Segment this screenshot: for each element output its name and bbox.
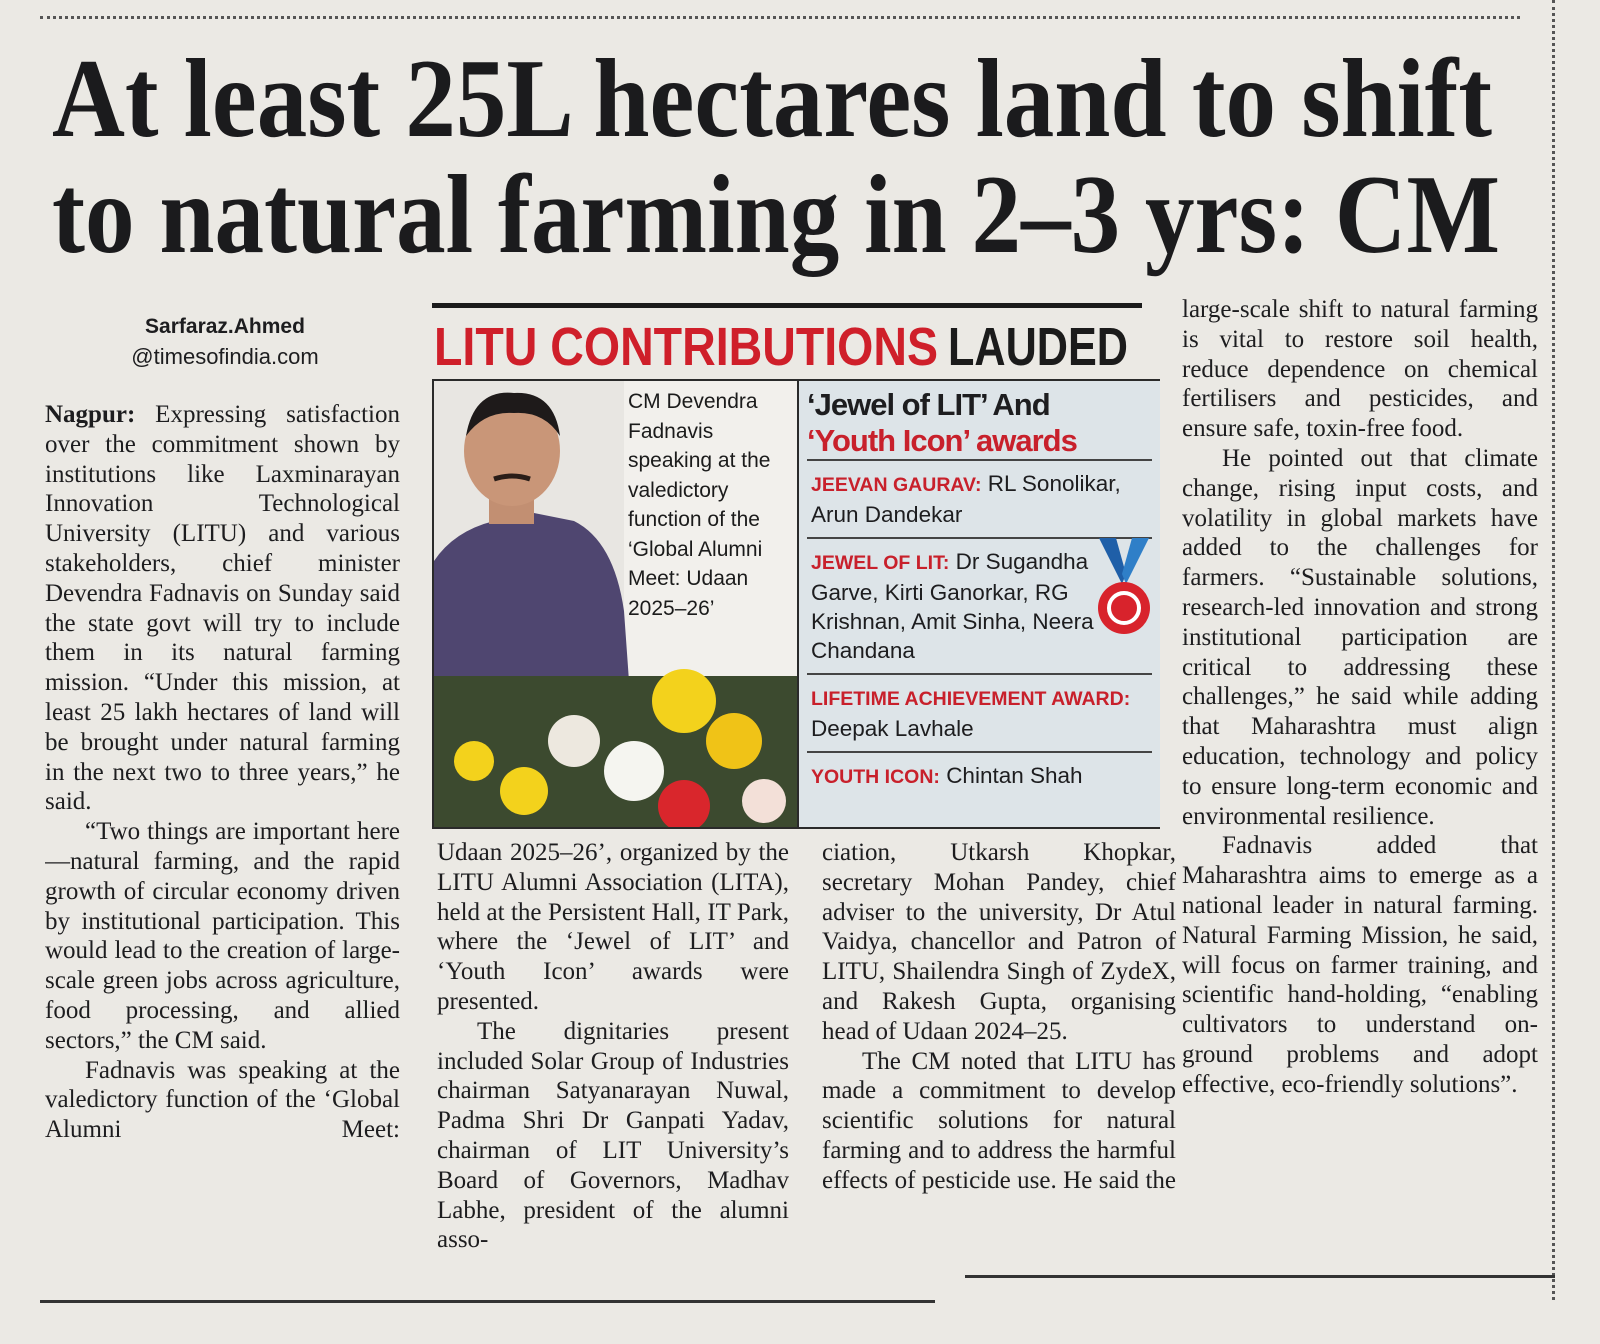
award-label: JEEVAN GAURAV: (811, 474, 982, 496)
paragraph: large-scale shift to natural farming is … (1182, 295, 1538, 444)
byline-handle: @timesofindia.com (131, 344, 319, 369)
paragraph: The dignitaries present included Solar G… (437, 1017, 789, 1255)
awards-heading-line: ‘Jewel of LIT’ And (807, 387, 1051, 422)
byline: Sarfaraz.Ahmed @timesofindia.com (95, 312, 355, 372)
award-names: Deepak Lavhale (811, 716, 974, 741)
paragraph-text: “Two things are important here—natural f… (45, 818, 400, 1054)
sidebar-title: LITU CONTRIBUTIONS LAUDED (434, 317, 1128, 375)
award: YOUTH ICON: Chintan Shah (807, 751, 1152, 800)
column: ciation, Utkarsh Khopkar, secretary Moha… (822, 838, 1176, 1278)
award-label: JEWEL OF LIT: (811, 552, 950, 574)
paragraph: The CM noted that LITU has made a commit… (822, 1047, 1176, 1196)
paragraph-text: Udaan 2025–26’, organized by the LITU Al… (437, 839, 789, 1015)
headline: At least 25L hectares land to shift to n… (52, 37, 1500, 277)
award-names: Chintan Shah (946, 763, 1083, 788)
sidebar-title-red: LITU CONTRIBUTIONS (434, 317, 938, 375)
sidebar-title-black: LAUDED (948, 317, 1128, 375)
awards-heading-line: ‘Youth Icon’ awards (807, 423, 1078, 458)
paragraph: He pointed out that climate change, risi… (1182, 444, 1538, 831)
paragraph-text: Expressing satisfaction over the commitm… (45, 401, 400, 816)
paragraph-text: He pointed out that climate change, risi… (1182, 444, 1538, 830)
award-label: YOUTH ICON: (811, 766, 940, 788)
paragraph: Fadnavis was speaking at the valedictory… (45, 1056, 400, 1145)
column: Nagpur: Expressing satisfaction over the… (45, 400, 400, 1295)
headline-line: At least 25L hectares land to shift (52, 37, 1492, 161)
awards-panel: ‘Jewel of LIT’ And ‘Youth Icon’ awards J… (797, 381, 1160, 827)
bottom-rule (965, 1275, 1555, 1278)
paragraph-text: large-scale shift to natural farming is … (1182, 296, 1538, 443)
paragraph-text: The dignitaries present included Solar G… (437, 1017, 789, 1254)
paragraph: Fadnavis added that Maharashtra aims to … (1182, 831, 1538, 1099)
sidebar-frame: CM Devendra Fadnavis speaking at the val… (432, 379, 1160, 829)
dateline: Nagpur: (45, 401, 136, 428)
bottom-rule (40, 1300, 935, 1303)
award-names: Dr Sugandha Garve, Kirti Ganorkar, RG Kr… (811, 549, 1094, 663)
top-rule (40, 16, 1520, 19)
paragraph: “Two things are important here—natural f… (45, 817, 400, 1055)
photo (434, 381, 797, 827)
award-label: LIFETIME ACHIEVEMENT AWARD: (811, 688, 1131, 710)
byline-name: Sarfaraz.Ahmed (145, 315, 305, 338)
sidebar-rule (432, 303, 1142, 308)
paragraph-text: The CM noted that LITU has made a commit… (822, 1047, 1176, 1194)
paragraph: Udaan 2025–26’, organized by the LITU Al… (437, 838, 789, 1017)
sidebar: LITU CONTRIBUTIONS LAUDED CM Devendra Fa… (432, 303, 1160, 829)
paragraph: Nagpur: Expressing satisfaction over the… (45, 400, 400, 817)
paragraph-text: ciation, Utkarsh Khopkar, secretary Moha… (822, 839, 1176, 1045)
headline-line: to natural farming in 2–3 yrs: CM (52, 153, 1500, 277)
award: LIFETIME ACHIEVEMENT AWARD: Deepak Lavha… (807, 673, 1152, 751)
photo-caption: CM Devendra Fadnavis speaking at the val… (628, 390, 771, 620)
column: Udaan 2025–26’, organized by the LITU Al… (437, 838, 789, 1278)
column: large-scale shift to natural farming is … (1182, 295, 1538, 1250)
medal-icon (1098, 538, 1150, 634)
side-rule (1552, 0, 1555, 1300)
paragraph: ciation, Utkarsh Khopkar, secretary Moha… (822, 838, 1176, 1047)
award: JEWEL OF LIT: Dr Sugandha Garve, Kirti G… (807, 537, 1152, 673)
awards-heading: ‘Jewel of LIT’ And ‘Youth Icon’ awards (799, 381, 1160, 459)
paragraph-text: Fadnavis was speaking at the valedictory… (45, 1056, 400, 1144)
award-names: RL Sonolikar, Arun Dandekar (811, 471, 1121, 527)
award: JEEVAN GAURAV: RL Sonolikar, Arun Dandek… (807, 459, 1152, 537)
paragraph-text: Fadnavis added that Maharashtra aims to … (1182, 832, 1538, 1098)
